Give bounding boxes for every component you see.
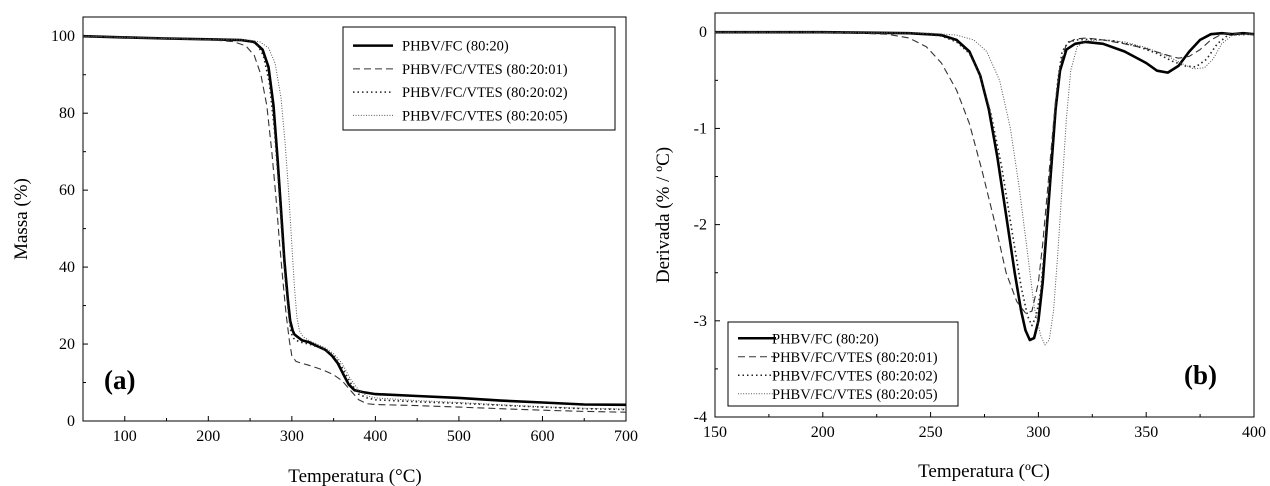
panel-b-y-tick-label: -4	[694, 409, 707, 426]
panel-a-y-tick-label: 20	[59, 336, 75, 353]
panel-b-y-tick-label: -3	[694, 313, 707, 330]
panel-a-series-line-3	[83, 35, 626, 411]
panel-a-y-tick-label: 100	[51, 28, 75, 45]
panel-b-y-tick-label: 0	[699, 24, 707, 41]
panel-b-x-tick-label: 300	[1026, 424, 1050, 441]
panel-b-derivative-chart: 150 200 250 300 350 400 0 -1 -2 -3 -4 PHBV/FC (80:2…	[653, 12, 1266, 482]
panel-a-x-axis-label: Temperatura (°C)	[288, 466, 421, 486]
panel-a-x-tick-label: 200	[196, 428, 220, 445]
panel-a-plot-frame	[82, 16, 627, 422]
panel-a-series-line-2	[83, 35, 626, 413]
panel-a-panel-label: (a)	[104, 365, 135, 395]
panel-a-legend-label: PHBV/FC (80:20)	[402, 39, 509, 55]
panel-b-x-tick-label: 400	[1242, 424, 1266, 441]
panel-b-x-tick-label: 150	[703, 424, 727, 441]
panel-a-y-tick-label: 60	[59, 182, 75, 199]
panel-a-y-tick-label: 80	[59, 105, 75, 122]
panel-b-x-tick-label: 350	[1134, 424, 1158, 441]
panel-b-x-axis-label: Temperatura (ºC)	[918, 461, 1050, 482]
panel-a-legend-label: PHBV/FC/VTES (80:20:01)	[402, 62, 568, 78]
panel-a-x-tick-label: 500	[447, 428, 471, 445]
panel-a-x-tick-label: 600	[530, 428, 554, 445]
panel-a-mass-chart: 100 200 300 400 500 600 700 0 20 40 60 80 100 PHBV/FC…	[11, 16, 638, 486]
panel-a-series-line-1	[83, 34, 626, 407]
panel-a-legend-label: PHBV/FC/VTES (80:20:02)	[402, 85, 568, 101]
panel-a-legend	[342, 26, 616, 131]
panel-a-y-axis-label: Massa (%)	[11, 178, 32, 260]
panel-b-y-tick-label: -1	[694, 120, 707, 137]
panel-b-x-tick-label: 200	[811, 424, 835, 441]
panel-a-y-tick-label: 0	[67, 413, 75, 430]
panel-a-series-line-4	[83, 35, 626, 410]
panel-b-legend-label: PHBV/FC/VTES (80:20:05)	[772, 387, 938, 403]
panel-b-legend-label: PHBV/FC (80:20)	[772, 331, 879, 347]
panel-b-y-axis-label: Derivada (% / ºC)	[653, 147, 674, 283]
panel-b-y-tick-label: -2	[694, 217, 707, 234]
panel-b-series-line-1	[715, 30, 1254, 342]
panel-a-legend-label: PHBV/FC/VTES (80:20:05)	[402, 108, 568, 124]
panel-a-y-tick-label: 40	[59, 259, 75, 276]
panel-b-panel-label: (b)	[1184, 360, 1217, 390]
panel-a-x-tick-label: 100	[113, 428, 137, 445]
panel-a-x-tick-label: 400	[363, 428, 387, 445]
panel-b-series-line-3	[715, 31, 1254, 327]
panel-b-series-line-4	[715, 31, 1254, 346]
panel-b-series-line-2	[715, 31, 1254, 314]
panel-b-legend	[727, 321, 959, 407]
panel-a-x-tick-label: 300	[280, 428, 304, 445]
panel-b-x-tick-label: 250	[919, 424, 943, 441]
panel-a-x-tick-label: 700	[614, 428, 638, 445]
panel-b-legend-label: PHBV/FC/VTES (80:20:01)	[772, 350, 938, 366]
panel-b-legend-label: PHBV/FC/VTES (80:20:02)	[772, 368, 938, 384]
